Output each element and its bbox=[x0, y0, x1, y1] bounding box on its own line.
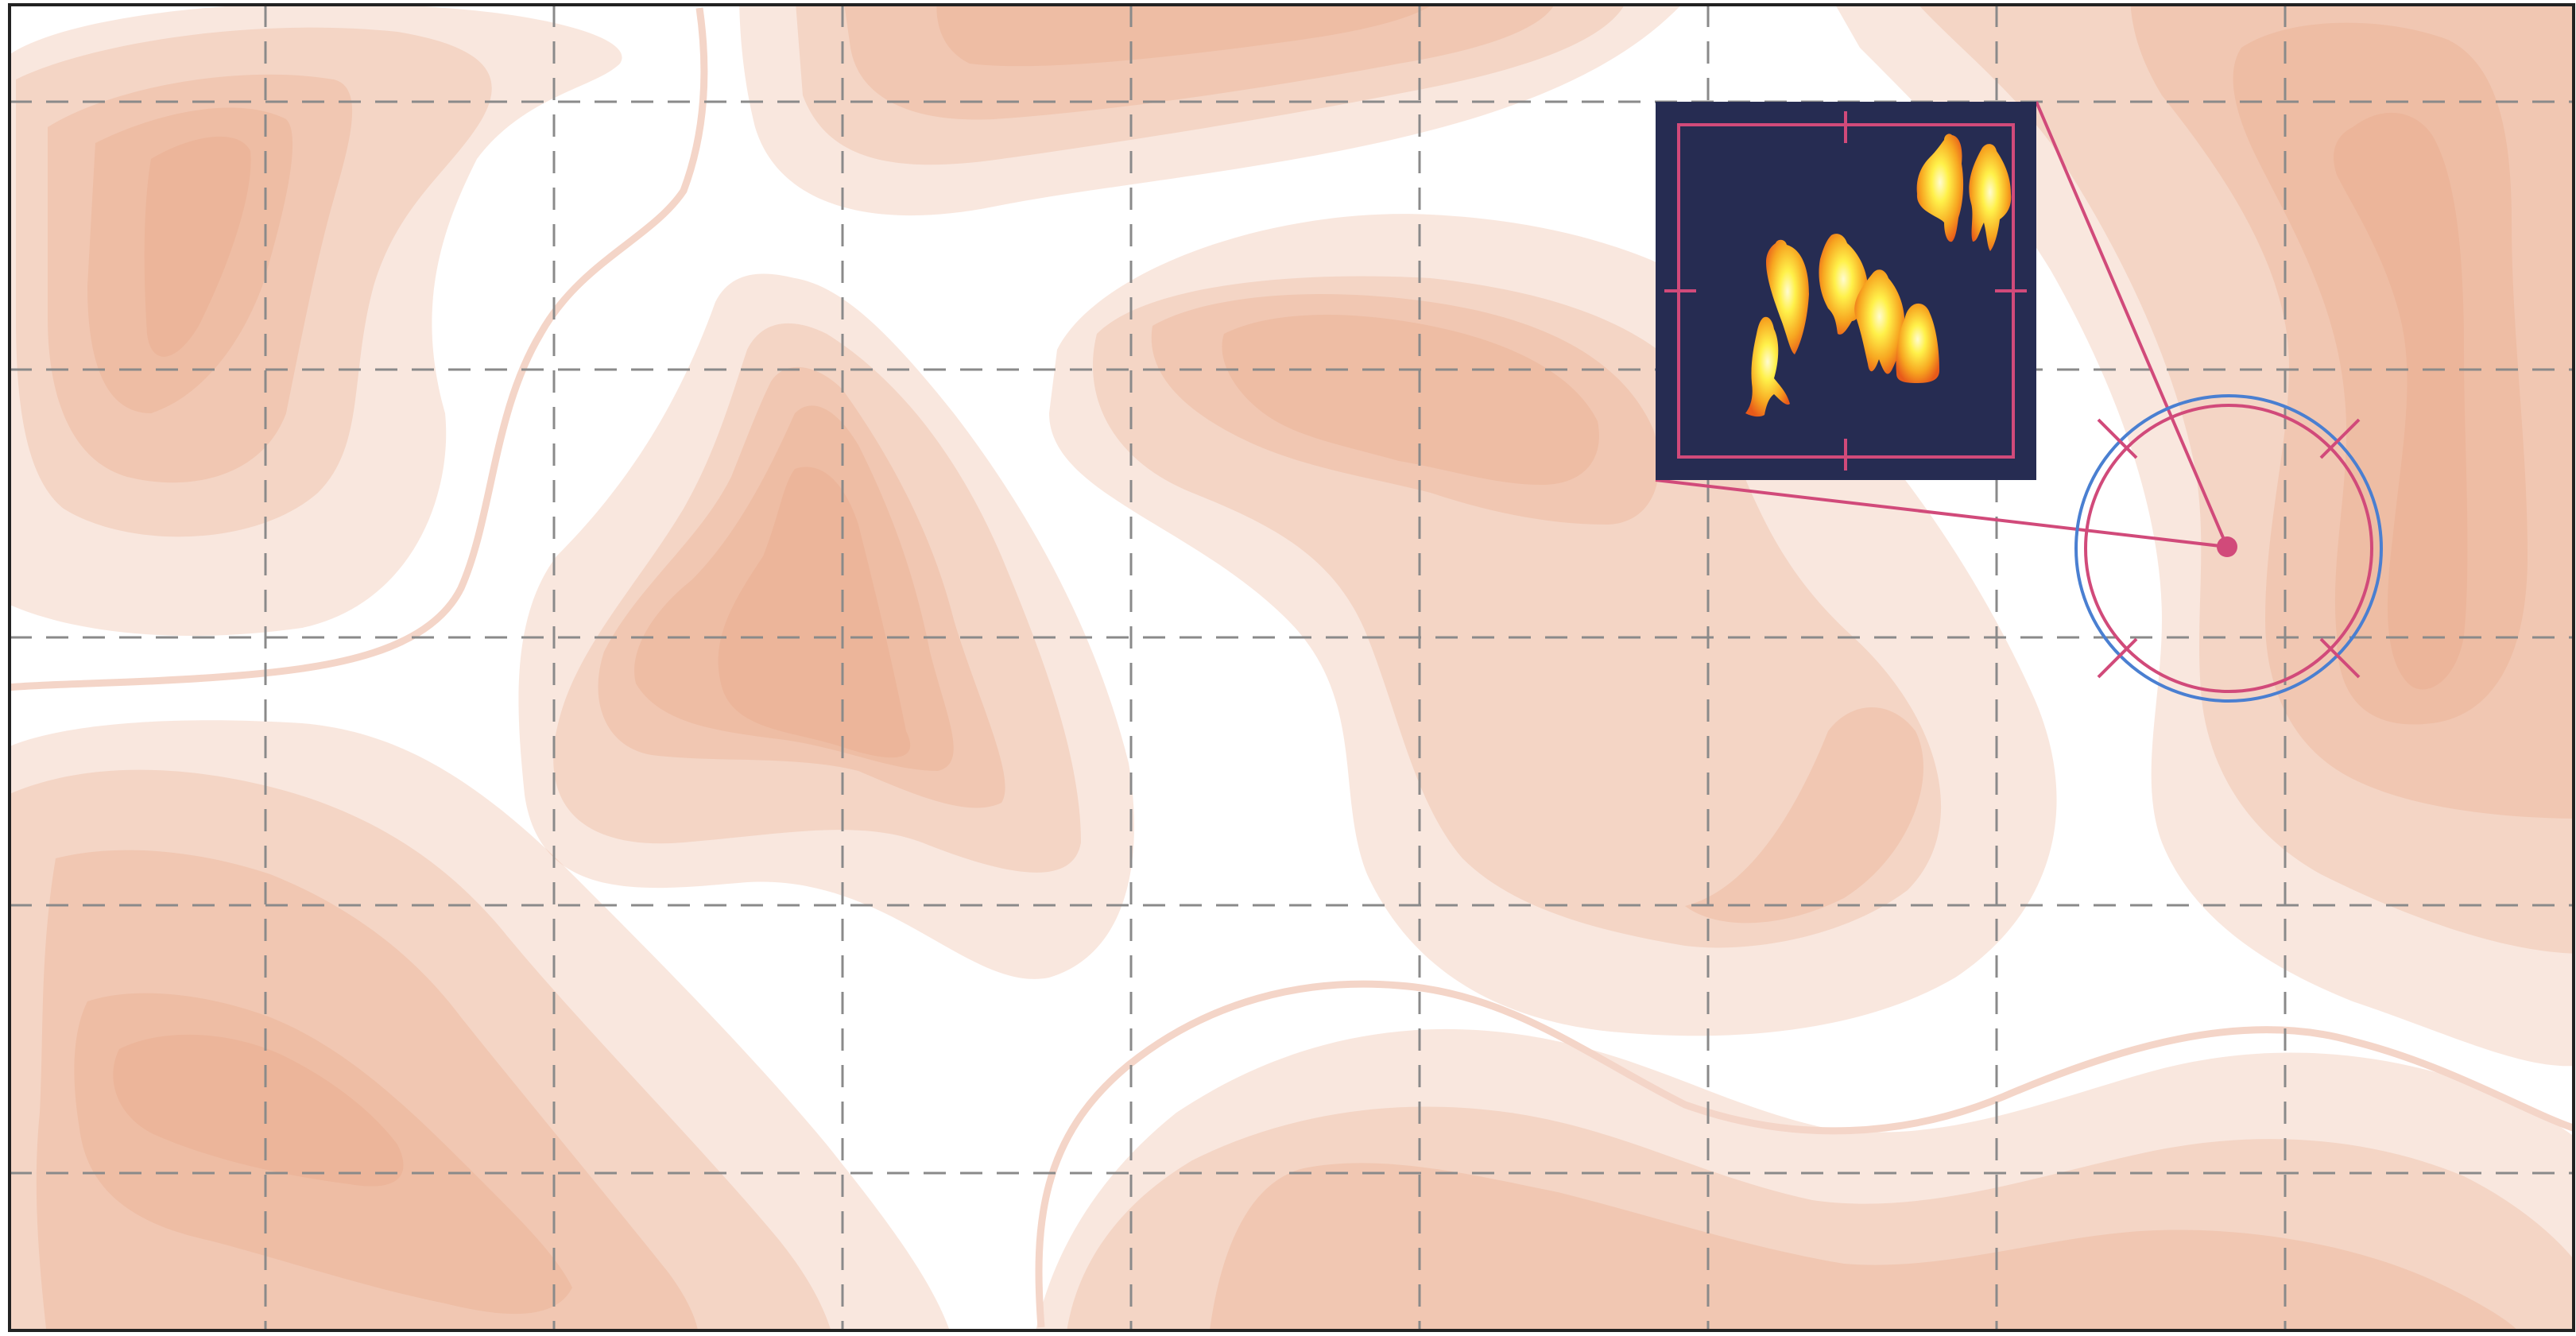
reticle-ticks bbox=[2097, 418, 2361, 679]
thermal-person-icon bbox=[1969, 144, 2012, 251]
target-center-dot bbox=[2217, 536, 2237, 557]
thermal-person-icon bbox=[1854, 269, 1905, 374]
contour-hill-center-left bbox=[518, 273, 1134, 979]
thermal-person-icon bbox=[1745, 316, 1790, 417]
map-frame bbox=[8, 3, 2575, 1332]
thermal-inset-frame bbox=[1664, 111, 2027, 471]
contour-ridge-top bbox=[739, 5, 1682, 216]
inset-leader-lines bbox=[1655, 101, 2229, 548]
map-background bbox=[10, 5, 2574, 1330]
target-outer-ring bbox=[2074, 394, 2383, 703]
map-grid bbox=[10, 5, 2574, 1330]
thermal-person-icon bbox=[1916, 134, 1964, 242]
thermal-person-icon bbox=[1896, 303, 1939, 383]
contour-hill-top-left bbox=[10, 5, 622, 636]
contour-ridge-right bbox=[1835, 5, 2574, 1067]
crosshair-reticle-icon bbox=[2084, 404, 2373, 693]
target-marker[interactable] bbox=[2074, 394, 2383, 703]
thermal-person-icon bbox=[1766, 239, 1809, 354]
thermal-signatures bbox=[1745, 134, 2012, 417]
isoline-layer bbox=[10, 7, 2574, 1328]
contour-slope-bottom-left bbox=[10, 720, 950, 1330]
thermal-inset[interactable] bbox=[1656, 102, 2036, 480]
